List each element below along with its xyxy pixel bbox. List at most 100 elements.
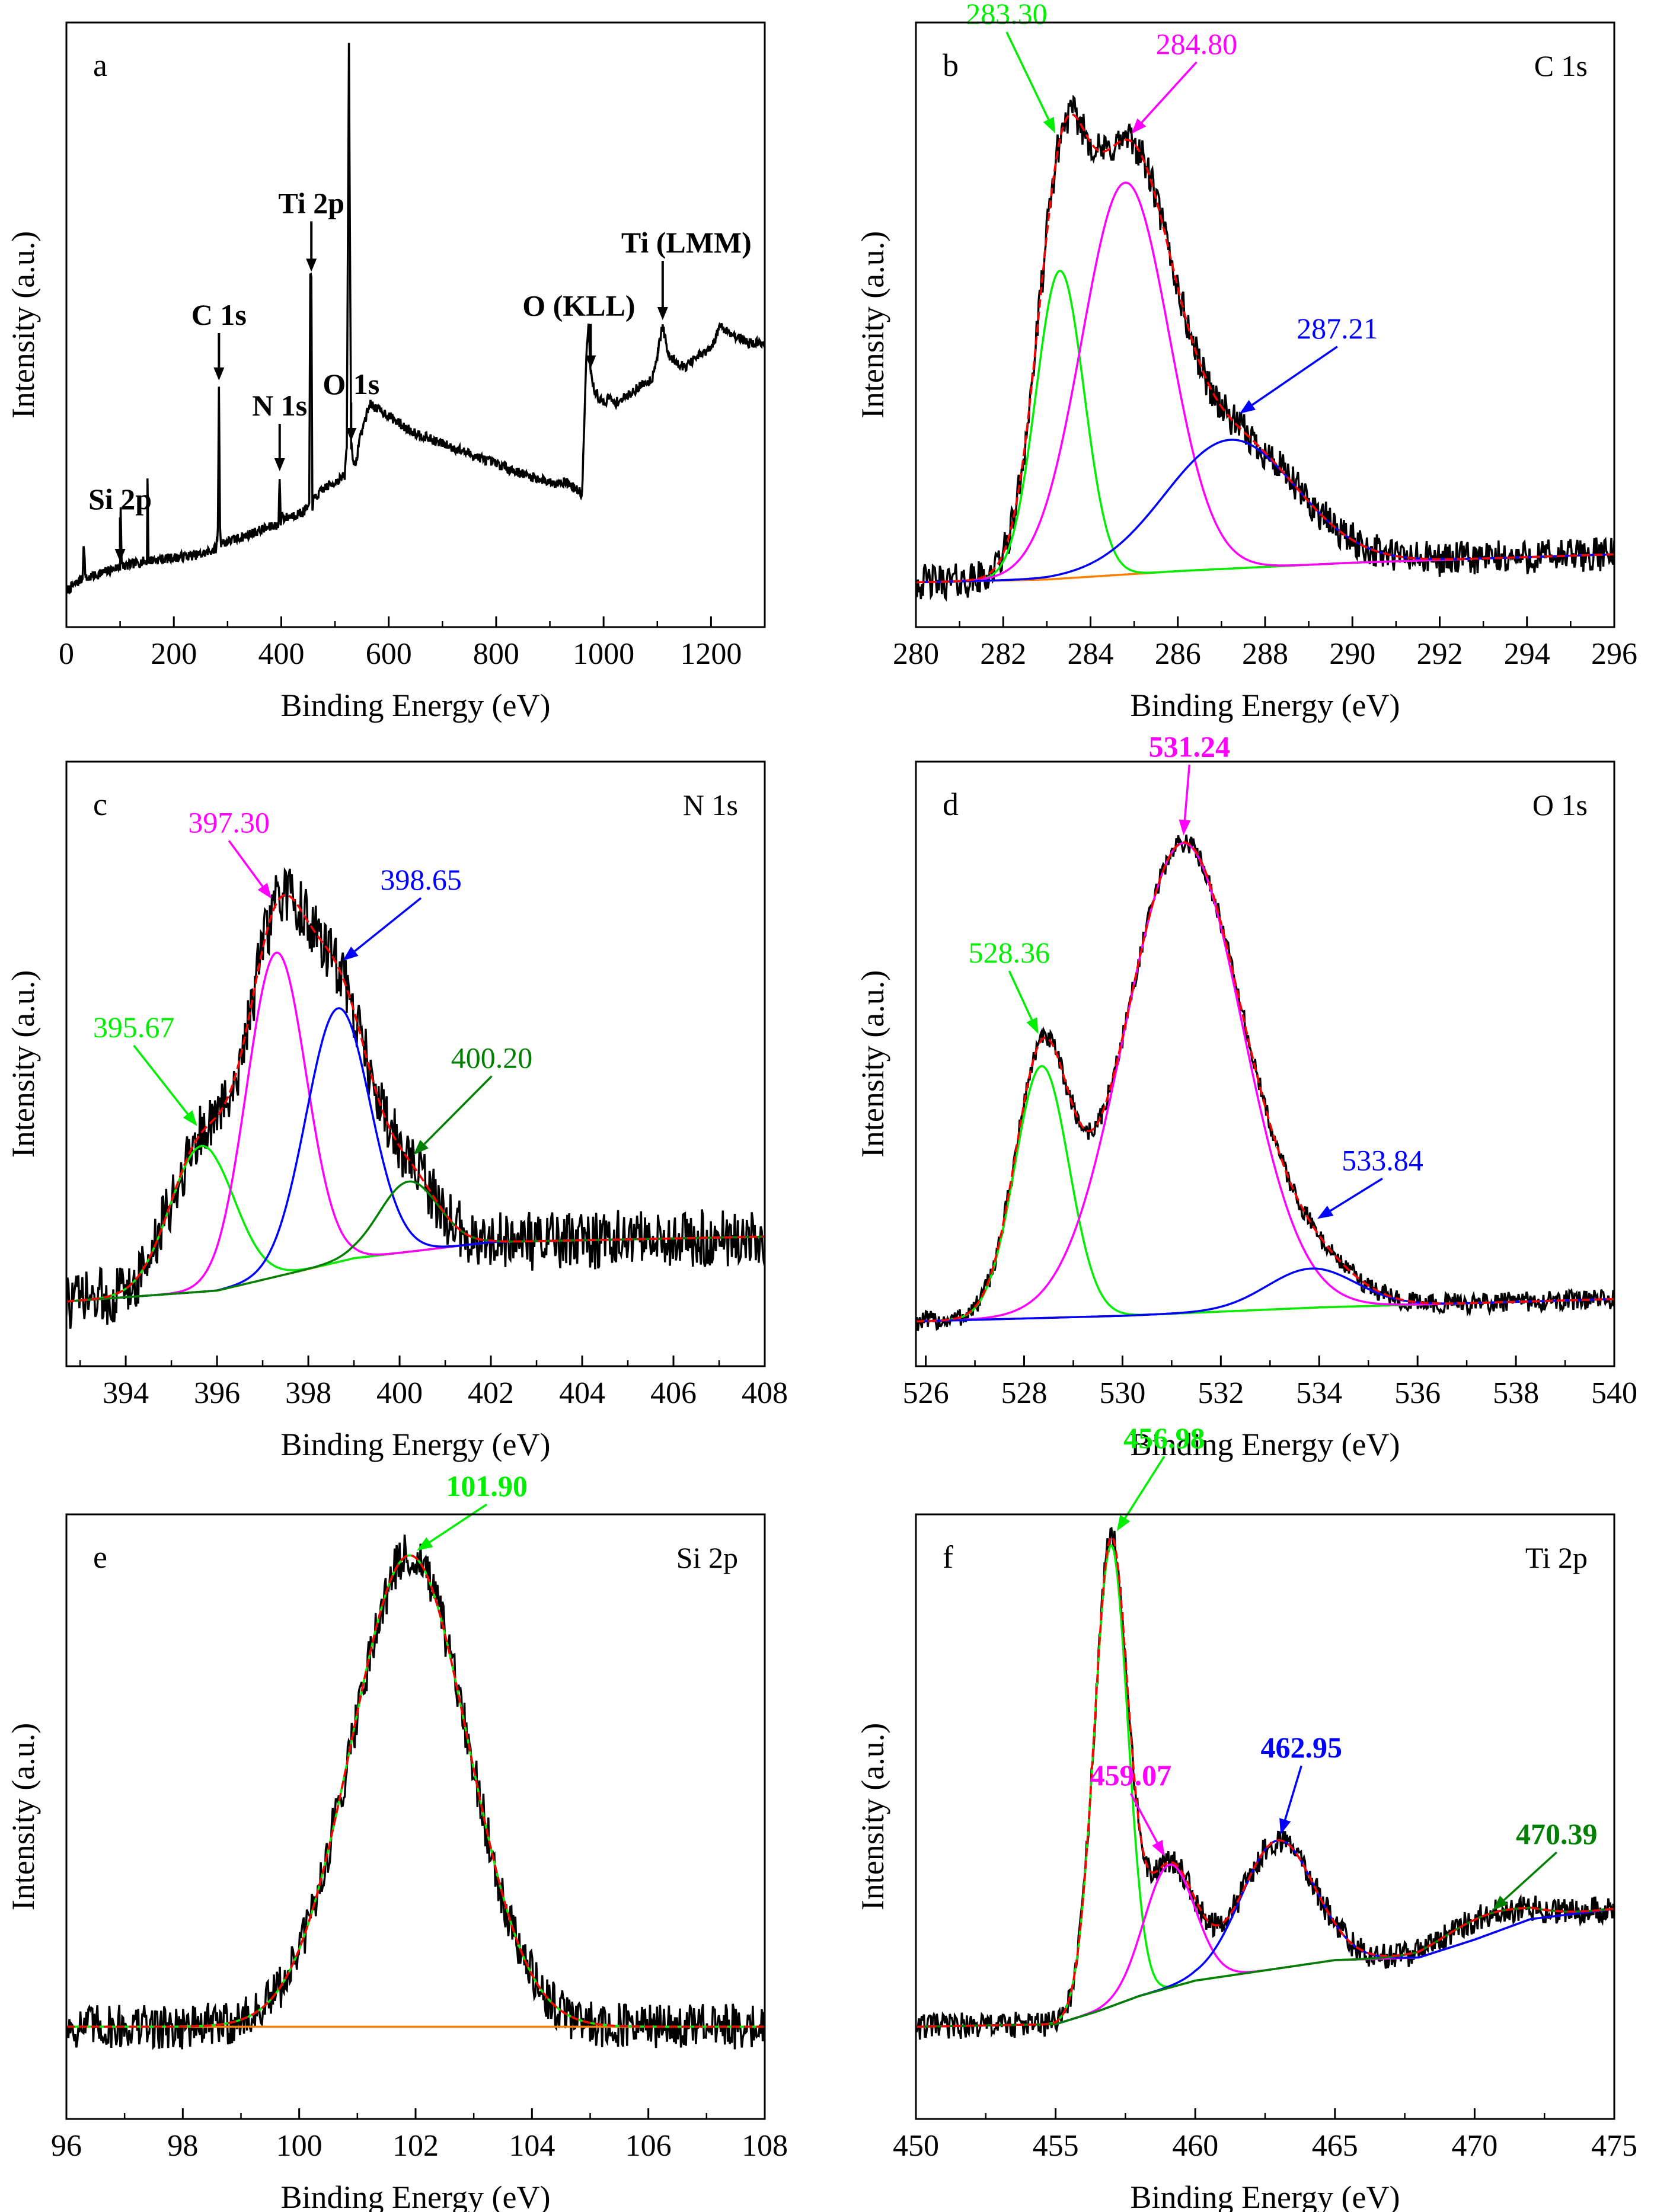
peak-label-0: 395.67	[93, 1011, 175, 1044]
x-tick-label: 460	[1172, 2129, 1218, 2163]
panel-f: 456.98 459.07 462.95 470.39 Ti 2p 450 455 460 46…	[855, 1421, 1637, 2212]
raw-data-line	[66, 867, 765, 1329]
y-axis-label: Intensity (a.u.)	[855, 231, 890, 418]
label-arrowhead-0	[183, 1110, 197, 1126]
label-arrowhead-2	[1317, 1206, 1334, 1219]
label-arrow-2	[1330, 1177, 1383, 1212]
x-tick-label: 104	[509, 2129, 555, 2163]
panel-letter: e	[93, 1539, 107, 1575]
x-tick-label: 96	[51, 2129, 82, 2163]
x-tick-label: 106	[625, 2129, 672, 2163]
x-tick-label: 400	[376, 1376, 423, 1410]
panel-e: 101.90 Si 2p 96 98 100 102 104 106 108 Binding En…	[5, 1469, 788, 2212]
y-axis-label: Intensity (a.u.)	[5, 970, 41, 1158]
label-arrowhead-2	[343, 946, 359, 961]
label-arrow-1	[1141, 61, 1198, 123]
label-arrow-0	[429, 1503, 488, 1543]
label-arrow-1	[1183, 765, 1191, 820]
panel-b: 283.30 284.80 287.21 C 1s 280 282 284 286 288 290…	[855, 0, 1637, 723]
label-arrow-0	[1005, 31, 1050, 120]
peak-label-0: 283.30	[966, 0, 1048, 30]
label-arrowhead-3	[1492, 1895, 1508, 1911]
panel-title: C 1s	[1534, 49, 1588, 82]
plot-area-d	[916, 835, 1614, 1331]
x-tick-label: 540	[1591, 1376, 1637, 1410]
fit-envelope-line	[916, 841, 1614, 1323]
x-tick-label: 100	[276, 2129, 323, 2163]
x-axis-label: Binding Energy (eV)	[281, 1427, 551, 1462]
panel-letter: c	[93, 787, 107, 822]
peak-label-0: 456.98	[1123, 1421, 1205, 1455]
panel-letter: d	[943, 787, 959, 822]
peak-label-1: C 1s	[191, 298, 247, 331]
plot-area-c	[66, 867, 765, 1329]
x-tick-label: 470	[1451, 2129, 1497, 2163]
label-arrow-2	[1284, 1765, 1302, 1820]
label-arrow-2	[1251, 346, 1338, 406]
x-tick-label: 532	[1198, 1376, 1244, 1410]
label-arrow-1	[1129, 1793, 1158, 1843]
label-arrowhead-0	[1116, 1514, 1131, 1532]
x-tick-label: 108	[742, 2129, 788, 2163]
peak-label-1: 397.30	[188, 805, 270, 839]
panel-title: Ti 2p	[1525, 1541, 1588, 1574]
plot-frame	[915, 760, 1615, 1367]
x-tick-label: 530	[1099, 1376, 1145, 1410]
label-arrowhead-1	[1131, 118, 1147, 134]
panel-letter: b	[943, 47, 959, 83]
panel-c: 395.67 397.30 398.65 400.20 N 1s 394 396 398 400…	[5, 760, 788, 1462]
peak-label-0: Si 2p	[88, 482, 152, 516]
x-tick-label: 398	[285, 1376, 331, 1410]
label-arrow-0	[1008, 970, 1033, 1021]
panel-d: 528.36 531.24 533.84 O 1s 526 528 530 532 534 536…	[855, 730, 1637, 1462]
x-axis-label: Binding Energy (eV)	[1131, 1427, 1400, 1462]
panel-title: O 1s	[1532, 788, 1588, 821]
peak-label-2: 462.95	[1260, 1731, 1342, 1764]
x-tick-label: 394	[103, 1376, 149, 1410]
x-tick-label: 538	[1493, 1376, 1539, 1410]
x-tick-label: 600	[366, 637, 412, 671]
y-axis-label: Intensity (a.u.)	[5, 1723, 41, 1910]
label-arrowhead-1	[257, 883, 272, 899]
label-arrow-0	[1124, 1456, 1166, 1519]
x-axis-label: Binding Energy (eV)	[1131, 2179, 1400, 2212]
label-arrowhead-0	[417, 1537, 433, 1551]
fit-envelope-line	[66, 1554, 765, 2028]
label-arrowhead-2	[1279, 1818, 1291, 1835]
peak-label-2: 533.84	[1342, 1143, 1423, 1177]
x-tick-label: 284	[1068, 637, 1114, 671]
x-tick-label: 536	[1394, 1376, 1441, 1410]
peak-arrowhead-4	[346, 428, 357, 441]
fit-envelope-line	[916, 113, 1614, 584]
panel-title: N 1s	[683, 788, 738, 821]
peak-label-2: 287.21	[1297, 312, 1378, 345]
peak-label-1: 284.80	[1156, 27, 1238, 60]
peak-arrowhead-1	[213, 367, 225, 381]
peak-label-1: 459.07	[1090, 1759, 1172, 1792]
peak-label-2: N 1s	[252, 389, 307, 422]
label-arrow-2	[354, 897, 422, 952]
peak-label-3: 400.20	[451, 1041, 533, 1075]
y-axis-label: Intensity (a.u.)	[5, 231, 41, 418]
x-tick-label: 200	[151, 637, 197, 671]
panel-letter: a	[93, 47, 107, 83]
label-arrowhead-1	[1179, 819, 1191, 836]
plot-frame	[65, 21, 766, 628]
x-tick-label: 528	[1001, 1376, 1048, 1410]
fit-envelope-line	[916, 1535, 1614, 2028]
label-arrow-0	[133, 1044, 189, 1115]
peak-label-2: 398.65	[380, 863, 462, 896]
x-tick-label: 526	[903, 1376, 949, 1410]
x-tick-label: 402	[468, 1376, 514, 1410]
x-tick-label: 406	[650, 1376, 697, 1410]
peak-arrowhead-5	[585, 355, 596, 369]
peak-label-3: 470.39	[1516, 1817, 1598, 1850]
x-tick-label: 465	[1312, 2129, 1358, 2163]
peak-label-0: 101.90	[446, 1469, 528, 1503]
x-axis-label: Binding Energy (eV)	[281, 2179, 551, 2212]
x-tick-label: 294	[1504, 637, 1550, 671]
x-tick-label: 396	[194, 1376, 240, 1410]
x-tick-label: 450	[893, 2129, 939, 2163]
component-line-3	[66, 1180, 765, 1303]
